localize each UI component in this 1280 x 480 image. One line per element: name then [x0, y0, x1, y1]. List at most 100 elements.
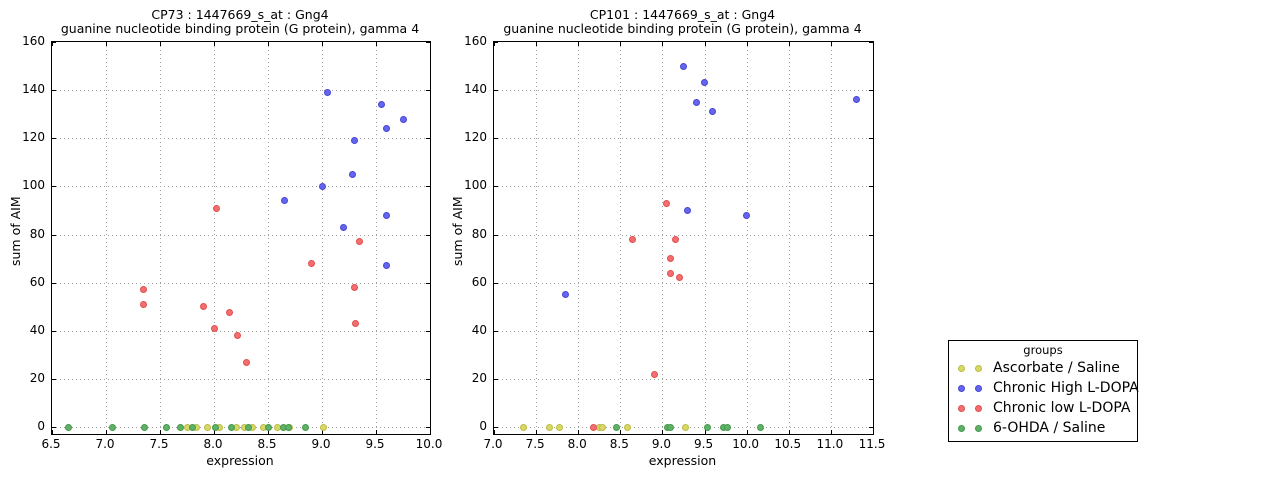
data-point: [162, 423, 170, 431]
data-point: [546, 423, 554, 431]
tick-mark: [494, 283, 498, 284]
x-tick-label: 10.0: [732, 437, 760, 451]
data-point: [108, 423, 116, 431]
tick-mark: [494, 427, 498, 428]
tick-mark: [869, 186, 873, 187]
tick-mark: [494, 138, 498, 139]
data-point: [318, 182, 326, 190]
data-point: [399, 115, 407, 123]
data-point: [227, 423, 235, 431]
data-point: [210, 324, 218, 332]
tick-mark: [578, 42, 579, 46]
data-point: [709, 108, 717, 116]
data-point: [140, 300, 148, 308]
tick-mark: [831, 42, 832, 46]
data-point: [319, 423, 327, 431]
tick-mark: [52, 186, 56, 187]
tick-mark: [52, 430, 53, 434]
tick-mark: [160, 430, 161, 434]
tick-mark: [52, 42, 53, 46]
gridline: [494, 90, 873, 91]
tick-mark: [494, 186, 498, 187]
tick-mark: [869, 427, 873, 428]
tick-mark: [662, 430, 663, 434]
tick-mark: [494, 90, 498, 91]
data-point: [680, 62, 687, 70]
y-tick-label: 20: [471, 370, 487, 385]
gridline: [831, 42, 832, 434]
legend-entry: Chronic low L-DOPA: [949, 398, 1137, 418]
data-point: [667, 255, 675, 263]
data-point: [234, 332, 242, 340]
tick-mark: [494, 430, 495, 434]
tick-mark: [705, 430, 706, 434]
data-point: [675, 274, 683, 282]
tick-mark: [426, 427, 430, 428]
data-point: [599, 423, 607, 431]
tick-mark: [536, 42, 537, 46]
legend-marker-icon: [958, 364, 965, 372]
right-plot-title: CP101 : 1447669_s_at : Gng4: [589, 7, 776, 22]
tick-mark: [494, 42, 498, 43]
legend-marker-icon: [975, 364, 982, 372]
data-point: [383, 125, 391, 133]
x-tick-label: 6.5: [41, 437, 61, 451]
gridline: [52, 186, 430, 187]
data-point: [141, 423, 149, 431]
gridline: [494, 138, 873, 139]
data-point: [140, 286, 148, 294]
data-point: [684, 206, 692, 214]
x-tick-label: 10.5: [774, 437, 802, 451]
gridline: [747, 42, 748, 434]
tick-mark: [789, 430, 790, 434]
y-tick-label: 160: [22, 34, 45, 48]
tick-mark: [789, 42, 790, 46]
tick-mark: [426, 138, 430, 139]
tick-mark: [52, 331, 56, 332]
data-point: [285, 423, 293, 431]
gridline: [322, 42, 323, 434]
tick-mark: [214, 430, 215, 434]
tick-mark: [160, 42, 161, 46]
gridline: [578, 42, 579, 434]
tick-mark: [376, 430, 377, 434]
gridline: [536, 42, 537, 434]
tick-mark: [831, 430, 832, 434]
tick-mark: [426, 235, 430, 236]
tick-mark: [106, 42, 107, 46]
gridline: [52, 138, 430, 139]
tick-mark: [322, 430, 323, 434]
y-tick-label: 40: [29, 322, 45, 337]
data-point: [613, 423, 621, 431]
legend-marker-icon: [975, 424, 982, 432]
data-point: [64, 423, 72, 431]
tick-mark: [52, 90, 56, 91]
tick-mark: [873, 42, 874, 46]
x-tick-label: 9.5: [365, 437, 385, 451]
x-tick-label: 7.5: [149, 437, 169, 451]
tick-mark: [578, 430, 579, 434]
right-x-axis-label: expression: [648, 453, 717, 468]
legend-label: Chronic low L-DOPA: [993, 400, 1131, 416]
data-point: [280, 197, 288, 205]
gridline: [268, 42, 269, 434]
legend-marker-icon: [958, 424, 965, 432]
data-point: [757, 423, 765, 431]
left-plot-title-block: CP73 : 1447669_s_at : Gng4 guanine nucle…: [51, 8, 429, 36]
y-tick-label: 120: [464, 130, 487, 145]
y-tick-label: 40: [471, 322, 487, 337]
left-x-axis-label: expression: [206, 453, 274, 468]
data-point: [323, 89, 331, 97]
left-plot-title: CP73 : 1447669_s_at : Gng4: [151, 7, 329, 22]
gridline: [494, 186, 873, 187]
y-tick-label: 140: [464, 82, 487, 97]
tick-mark: [869, 42, 873, 43]
x-tick-label: 8.0: [567, 437, 587, 451]
gridline: [494, 283, 873, 284]
gridline: [494, 331, 873, 332]
data-point: [743, 211, 751, 219]
gridline: [52, 235, 430, 236]
data-point: [667, 269, 675, 277]
tick-mark: [214, 42, 215, 46]
data-point: [692, 98, 700, 106]
